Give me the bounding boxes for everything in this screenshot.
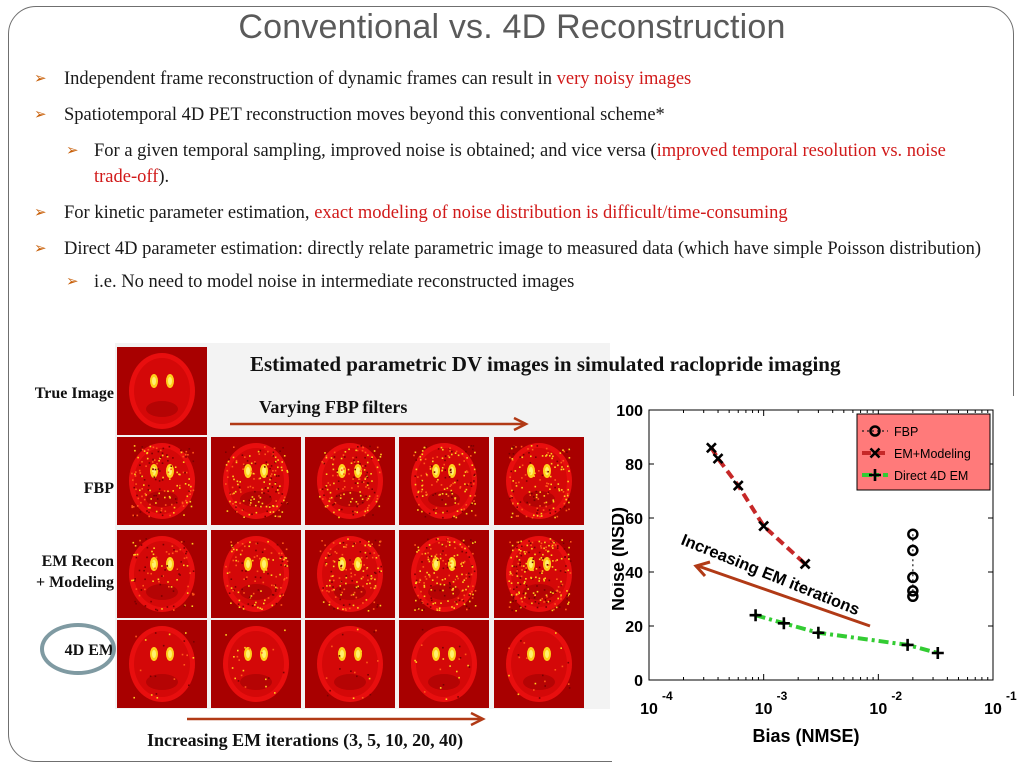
- bullet-text: Independent frame reconstruction of dyna…: [64, 69, 557, 89]
- annotation-arrow-head-icon: [693, 560, 711, 578]
- brain-tile-4d-em: [305, 620, 395, 708]
- bullet-2: ➢ Spatiotemporal 4D PET reconstruction m…: [34, 102, 984, 128]
- x-tick-label: 10: [869, 701, 887, 718]
- x-axis-label: Bias (NMSE): [752, 726, 859, 746]
- brain-tile-4d-em: [117, 620, 207, 708]
- data-point: [732, 480, 744, 492]
- fbp-arrow-icon: [230, 416, 529, 432]
- legend-label: Direct 4D EM: [894, 469, 968, 483]
- em-iterations-caption: Increasing EM iterations (3, 5, 10, 20, …: [147, 730, 464, 750]
- bias-noise-plot: 0 20 40 60 80 100 10 -4 10 -3 10 -2 10 -1 Bias (NMSE) N…: [608, 396, 1024, 762]
- data-point: [869, 469, 881, 481]
- brain-tile-em-modeling: [399, 530, 489, 618]
- bullet-list: ➢ Independent frame reconstruction of dy…: [34, 66, 984, 305]
- x-tick-label: 10: [984, 701, 1002, 718]
- brain-tile-4d-em: [399, 620, 489, 708]
- x-tick-exponent: -3: [777, 689, 788, 703]
- bullet-highlight: improved temporal resolution vs. noise t…: [94, 141, 946, 187]
- data-point: [812, 626, 825, 639]
- em-iterations-arrow-icon: [187, 711, 486, 727]
- bullet-3: ➢ For kinetic parameter estimation, exac…: [34, 200, 984, 226]
- data-point: [901, 638, 914, 651]
- y-axis-label: Noise (NSD): [612, 507, 628, 611]
- brain-tile-fbp: [494, 437, 584, 525]
- data-point: [907, 590, 919, 603]
- brain-tile-true-image: [117, 347, 207, 435]
- bullet-arrow-icon: ➢: [34, 71, 47, 87]
- brain-tile-4d-em: [494, 620, 584, 708]
- brain-tile-em-modeling: [211, 530, 301, 618]
- series-direct-4d-em: [749, 609, 944, 659]
- chart-legend: FBP EM+Modeling Direct 4D EM: [856, 413, 991, 491]
- x-tick-exponent: -2: [891, 689, 902, 703]
- brain-tile-fbp: [399, 437, 489, 525]
- sub-bullet-1: ➢ For a given temporal sampling, improve…: [66, 138, 984, 190]
- slide-title: Conventional vs. 4D Reconstruction: [238, 8, 786, 46]
- bullet-1: ➢ Independent frame reconstruction of dy…: [34, 66, 984, 92]
- x-tick-exponent: -4: [662, 689, 673, 703]
- data-point: [758, 520, 770, 532]
- row-label-em-line2: + Modeling: [35, 574, 114, 591]
- fbp-filters-caption: Varying FBP filters: [259, 397, 408, 417]
- data-point: [907, 585, 919, 597]
- bullet-4: ➢ Direct 4D parameter estimation: direct…: [34, 236, 984, 262]
- highlight-ring-icon: [40, 623, 116, 675]
- bullet-text: For a given temporal sampling, improved …: [94, 141, 657, 161]
- bullet-highlight: very noisy images: [556, 69, 692, 89]
- data-point: [869, 447, 881, 459]
- y-tick-label: 100: [616, 403, 643, 420]
- series-em-modeling: [705, 442, 811, 570]
- row-label-em-modeling: EM Recon + Modeling: [12, 551, 114, 593]
- bullet-arrow-icon: ➢: [34, 241, 47, 257]
- row-label-em-line1: EM Recon: [41, 553, 114, 570]
- row-label-true-image: True Image: [34, 385, 114, 402]
- brain-tile-em-modeling: [117, 530, 207, 618]
- legend-label: FBP: [894, 425, 918, 439]
- bullet-arrow-icon: ➢: [34, 107, 47, 123]
- data-point: [869, 425, 881, 437]
- bullet-tail: ).: [158, 167, 170, 187]
- y-tick-label: 40: [625, 565, 643, 582]
- sub-bullet-2: ➢ i.e. No need to model noise in interme…: [66, 269, 984, 295]
- bullet-text: i.e. No need to model noise in intermedi…: [94, 272, 575, 292]
- data-point: [777, 617, 790, 630]
- brain-tile-4d-em: [211, 620, 301, 708]
- x-tick-exponent: -1: [1006, 689, 1017, 703]
- series-fbp: [907, 528, 919, 603]
- brain-tile-fbp: [211, 437, 301, 525]
- chart-svg: 0 20 40 60 80 100 10 -4 10 -3 10 -2 10 -1 Bias (NMSE) N…: [608, 403, 1017, 746]
- bullet-text: Spatiotemporal 4D PET reconstruction mov…: [64, 105, 665, 125]
- bullet-arrow-icon: ➢: [66, 143, 79, 159]
- legend-label: EM+Modeling: [894, 447, 971, 461]
- y-tick-label: 20: [625, 619, 643, 636]
- brain-tile-em-modeling: [305, 530, 395, 618]
- y-tick-label: 0: [634, 673, 643, 690]
- bullet-text: Direct 4D parameter estimation: directly…: [64, 239, 981, 259]
- data-point: [907, 528, 919, 540]
- data-point: [712, 453, 724, 465]
- data-point: [705, 442, 717, 454]
- bullet-arrow-icon: ➢: [66, 274, 79, 290]
- slide-frame: [8, 6, 1014, 762]
- data-point: [907, 571, 919, 584]
- bullet-arrow-icon: ➢: [34, 205, 47, 221]
- annotation-arrow-line: [697, 564, 871, 628]
- y-tick-label: 80: [625, 457, 643, 474]
- data-point: [799, 558, 811, 570]
- row-label-fbp: FBP: [83, 480, 114, 497]
- x-tick-label: 10: [640, 701, 658, 718]
- bullet-highlight: exact modeling of noise distribution is …: [314, 203, 788, 223]
- bullet-text: For kinetic parameter estimation,: [64, 203, 315, 223]
- legend-box: [856, 413, 991, 491]
- brain-tile-fbp: [117, 437, 207, 525]
- x-tick-label: 10: [755, 701, 773, 718]
- data-point: [907, 544, 919, 557]
- data-point: [931, 647, 944, 659]
- figure-title: Estimated parametric DV images in simula…: [250, 352, 841, 376]
- brain-tile-fbp: [305, 437, 395, 525]
- brain-tile-em-modeling: [494, 530, 584, 618]
- data-point: [749, 609, 762, 622]
- y-tick-label: 60: [625, 511, 643, 528]
